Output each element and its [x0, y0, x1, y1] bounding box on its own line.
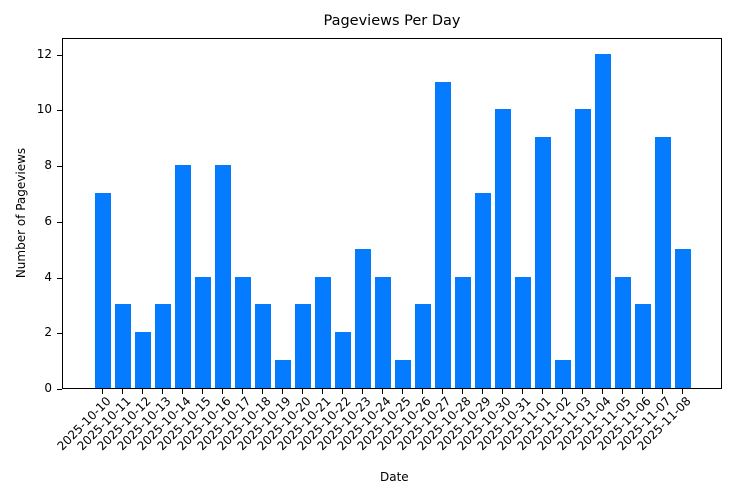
x-tick	[142, 389, 143, 394]
x-tick	[442, 389, 443, 394]
bar-2025-10-13	[155, 304, 171, 388]
y-tick-label: 6	[44, 213, 52, 228]
bar-2025-11-01	[535, 137, 551, 388]
x-tick	[542, 389, 543, 394]
x-tick	[282, 389, 283, 394]
x-tick	[302, 389, 303, 394]
bar-2025-10-18	[255, 304, 271, 388]
bar-2025-10-17	[235, 276, 251, 388]
x-tick	[342, 389, 343, 394]
x-tick	[582, 389, 583, 394]
bar-2025-10-14	[175, 165, 191, 388]
bar-2025-10-15	[195, 276, 211, 388]
bar-2025-10-27	[435, 81, 451, 388]
y-tick-label: 10	[36, 102, 52, 117]
y-tick	[57, 333, 62, 335]
chart-title: Pageviews Per Day	[323, 13, 461, 29]
x-axis-title: Date	[380, 470, 409, 484]
bar-2025-10-23	[355, 248, 371, 388]
y-tick-label: 12	[36, 46, 52, 61]
y-tick	[57, 221, 62, 223]
x-tick	[402, 389, 403, 394]
x-tick	[162, 389, 163, 394]
bar-2025-11-05	[615, 276, 631, 388]
plot-area	[62, 38, 722, 389]
bar-2025-10-20	[295, 304, 311, 388]
x-tick	[182, 389, 183, 394]
y-tick	[57, 166, 62, 168]
x-tick	[502, 389, 503, 394]
x-tick	[222, 389, 223, 394]
x-tick	[622, 389, 623, 394]
x-tick	[662, 389, 663, 394]
bar-2025-11-03	[575, 109, 591, 388]
x-tick	[242, 389, 243, 394]
bar-2025-11-04	[595, 53, 611, 388]
x-tick	[682, 389, 683, 394]
y-tick-label: 0	[44, 381, 52, 395]
x-tick	[562, 389, 563, 394]
bar-2025-11-08	[675, 248, 691, 388]
x-tick	[322, 389, 323, 394]
bar-2025-10-16	[215, 165, 231, 388]
bar-2025-10-11	[115, 304, 131, 388]
x-tick	[122, 389, 123, 394]
bar-2025-10-30	[495, 109, 511, 388]
bar-2025-10-31	[515, 276, 531, 388]
bar-2025-11-02	[555, 360, 571, 388]
x-tick	[382, 389, 383, 394]
y-tick-label: 4	[44, 269, 52, 284]
bar-2025-11-07	[655, 137, 671, 388]
x-tick	[262, 389, 263, 394]
x-tick	[482, 389, 483, 394]
bar-2025-10-22	[335, 332, 351, 388]
bar-2025-10-26	[415, 304, 431, 388]
bar-2025-10-25	[395, 360, 411, 388]
bar-2025-10-12	[135, 332, 151, 388]
bar-2025-10-29	[475, 193, 491, 388]
y-tick	[57, 110, 62, 112]
x-tick	[642, 389, 643, 394]
y-tick-label: 8	[44, 158, 52, 173]
x-tick	[362, 389, 363, 394]
y-tick	[57, 277, 62, 279]
y-tick	[57, 389, 62, 390]
bar-2025-10-10	[95, 193, 111, 388]
x-tick	[462, 389, 463, 394]
y-tick-label: 2	[44, 325, 52, 340]
bar-2025-10-21	[315, 276, 331, 388]
x-tick	[602, 389, 603, 394]
bar-2025-10-19	[275, 360, 291, 388]
bar-2025-11-06	[635, 304, 651, 388]
y-tick	[57, 54, 62, 56]
x-tick	[202, 389, 203, 394]
x-tick	[522, 389, 523, 394]
x-tick	[102, 389, 103, 394]
x-tick	[422, 389, 423, 394]
bar-2025-10-24	[375, 276, 391, 388]
bar-2025-10-28	[455, 276, 471, 388]
